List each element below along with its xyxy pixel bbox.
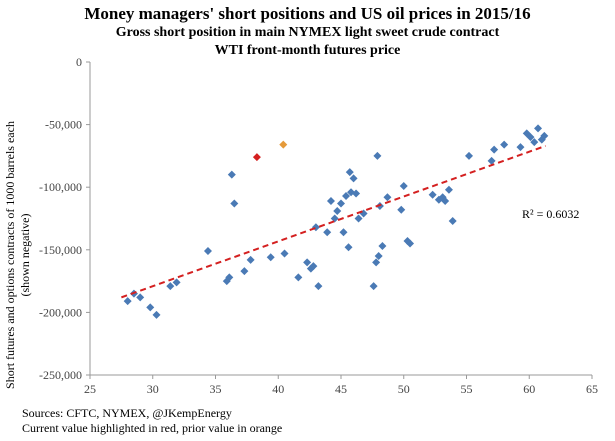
data-point	[146, 303, 155, 312]
data-point	[444, 185, 453, 194]
data-point	[311, 223, 320, 232]
data-point	[383, 193, 392, 202]
data-point	[344, 243, 353, 252]
highlight-note: Current value highlighted in red, prior …	[22, 421, 283, 435]
data-point	[465, 151, 474, 160]
data-point	[500, 140, 509, 149]
data-point	[428, 190, 437, 199]
data-point	[230, 199, 239, 208]
x-tick-label: 35	[210, 382, 222, 396]
data-point	[152, 310, 161, 319]
r-squared-label: R² = 0.6032	[522, 207, 579, 221]
data-point	[333, 206, 342, 215]
data-point	[314, 282, 323, 291]
data-point	[373, 151, 382, 160]
data-point	[448, 217, 457, 226]
data-point	[530, 138, 539, 147]
data-point	[349, 174, 358, 183]
data-point	[326, 196, 335, 205]
data-point	[399, 181, 408, 190]
chart-subtitle: Gross short position in main NYMEX light…	[115, 25, 500, 40]
data-point	[490, 145, 499, 154]
sources-note: Sources: CFTC, NYMEX, @JKempEnergy	[22, 406, 232, 420]
data-point	[534, 124, 543, 133]
data-point	[342, 191, 351, 200]
data-point	[526, 133, 535, 142]
chart-title: Money managers' short positions and US o…	[84, 4, 531, 23]
data-point	[227, 170, 236, 179]
data-point	[309, 262, 318, 271]
data-point	[397, 205, 406, 214]
data-point	[123, 297, 132, 306]
data-point	[294, 273, 303, 282]
data-point	[406, 239, 415, 248]
data-point	[172, 278, 181, 287]
data-point	[487, 156, 496, 165]
data-point	[339, 228, 348, 237]
data-point	[246, 255, 255, 264]
data-point	[323, 228, 332, 237]
x-tick-label: 50	[398, 382, 410, 396]
x-axis-label: WTI front-month futures price	[214, 43, 401, 58]
data-point	[136, 293, 145, 302]
data-point	[330, 214, 339, 223]
x-tick-label: 30	[147, 382, 159, 396]
data-point	[225, 273, 234, 282]
x-ticks: 25 30 35 40 45 50 55 60 65	[84, 375, 598, 396]
x-tick-label: 40	[272, 382, 284, 396]
data-point	[359, 209, 368, 218]
data-point	[203, 247, 212, 256]
x-tick-label: 25	[84, 382, 96, 396]
data-point	[540, 131, 549, 140]
y-axis-label-line2: (shown negative)	[18, 214, 32, 297]
data-point	[266, 253, 275, 262]
data-point	[369, 282, 378, 291]
data-point	[240, 267, 249, 276]
data-points	[123, 124, 549, 319]
y-axis-label-line1: Short futures and options contracts of 1…	[3, 121, 17, 389]
data-point	[516, 143, 525, 152]
y-tick-label: -150,000	[39, 243, 82, 257]
y-tick-label: -250,000	[39, 368, 82, 382]
x-tick-label: 60	[523, 382, 535, 396]
prior-value-point	[279, 140, 288, 149]
data-point	[345, 168, 354, 177]
y-tick-label: -50,000	[45, 118, 82, 132]
data-point	[378, 242, 387, 251]
x-tick-label: 45	[335, 382, 347, 396]
data-point	[166, 282, 175, 291]
data-point	[374, 252, 383, 261]
trendline	[121, 144, 546, 299]
y-tick-label: 0	[76, 55, 82, 69]
y-ticks: 0 -50,000 -100,000 -150,000 -200,000 -250,000	[39, 55, 90, 382]
current-value-point	[252, 153, 261, 162]
data-point	[372, 258, 381, 267]
y-tick-label: -200,000	[39, 305, 82, 319]
data-point	[337, 199, 345, 208]
data-point	[303, 258, 312, 267]
data-point	[354, 214, 363, 223]
x-tick-label: 55	[461, 382, 473, 396]
data-point	[280, 249, 289, 258]
data-point	[352, 189, 361, 198]
y-tick-label: -100,000	[39, 180, 82, 194]
data-point	[441, 196, 450, 205]
x-tick-label: 65	[586, 382, 598, 396]
